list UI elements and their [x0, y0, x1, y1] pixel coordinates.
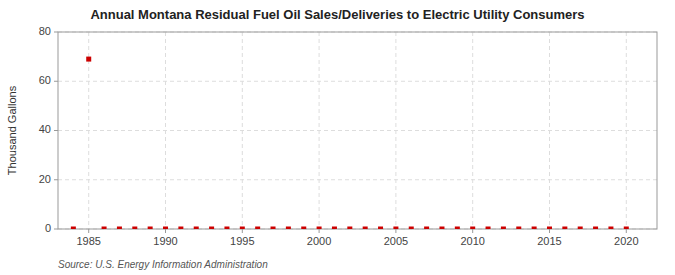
plot-area: [58, 32, 657, 229]
point: [409, 227, 414, 230]
point: [470, 227, 475, 230]
point: [393, 227, 398, 230]
x-tick-label: 2015: [537, 235, 561, 247]
point: [132, 227, 137, 230]
point: [562, 227, 567, 230]
plot-frame: [58, 32, 657, 229]
y-axis-label: Thousand Gallons: [6, 85, 18, 175]
point: [608, 227, 613, 230]
x-grid-line: [165, 32, 166, 229]
point: [317, 227, 322, 230]
grid: [58, 32, 657, 229]
point: [455, 227, 460, 230]
x-grid-line: [395, 32, 396, 229]
y-tick: [54, 229, 58, 230]
x-tick: [319, 229, 320, 233]
point: [424, 227, 429, 230]
y-tick: [54, 130, 58, 131]
x-tick: [472, 229, 473, 233]
x-tick-label: 2010: [460, 235, 484, 247]
page: {"chart_data": {"type": "scatter", "titl…: [0, 0, 675, 275]
point: [486, 227, 491, 230]
y-tick: [54, 179, 58, 180]
title: Annual Montana Residual Fuel Oil Sales/D…: [90, 7, 584, 22]
y-tick-label: 60: [39, 74, 51, 86]
x-tick-label: 1985: [76, 235, 100, 247]
point: [578, 227, 583, 230]
x-tick-label: 2000: [307, 235, 331, 247]
point: [363, 227, 368, 230]
y-grid-line: [58, 179, 657, 180]
point: [117, 227, 122, 230]
x-tick: [165, 229, 166, 233]
x-tick: [242, 229, 243, 233]
chart: 0 20 40 60 80 1985 1990 1995 2000 2005 2010 2015 202…: [0, 0, 675, 275]
x-tick-label: 2005: [384, 235, 408, 247]
point: [624, 227, 629, 230]
x-tick-label: 2020: [614, 235, 638, 247]
point: [516, 227, 521, 230]
point: [148, 227, 153, 230]
point: [240, 227, 245, 230]
point: [163, 227, 168, 230]
y-tick-label: 80: [39, 25, 51, 37]
point: [547, 227, 552, 230]
point: [439, 227, 444, 230]
x-grid-line: [626, 32, 627, 229]
x-tick: [626, 229, 627, 233]
point: [194, 227, 199, 230]
x-tick: [88, 229, 89, 233]
point: [286, 227, 291, 230]
annotation: Source: U.S. Energy Information Administ…: [58, 259, 268, 270]
point: [102, 227, 107, 230]
x-tick-label: 1995: [230, 235, 254, 247]
point: [271, 227, 276, 230]
y-tick: [54, 81, 58, 82]
point: [301, 227, 306, 230]
point: [332, 227, 337, 230]
point: [178, 227, 183, 230]
point: [209, 227, 214, 230]
x-tick: [549, 229, 550, 233]
point: [501, 227, 506, 230]
x-tick: [395, 229, 396, 233]
x-grid-line: [549, 32, 550, 229]
x-tick-label: 1990: [153, 235, 177, 247]
point: [378, 227, 383, 230]
y-tick: [54, 32, 58, 33]
point: [532, 227, 537, 230]
y-tick-label: 20: [39, 173, 51, 185]
points: [71, 57, 629, 229]
y-tick-label: 40: [39, 123, 51, 135]
point: [71, 227, 76, 230]
point: [255, 227, 260, 230]
point: [86, 57, 91, 62]
x-grid-line: [319, 32, 320, 229]
x-grid-line: [242, 32, 243, 229]
y-grid-line: [58, 130, 657, 131]
point: [224, 227, 229, 230]
x-grid-line: [472, 32, 473, 229]
axes: 0 20 40 60 80 1985 1990 1995 2000 2005 2010 2015 202…: [39, 25, 639, 247]
y-tick-label: 0: [45, 222, 51, 234]
y-grid-line: [58, 81, 657, 82]
point: [347, 227, 352, 230]
point: [593, 227, 598, 230]
